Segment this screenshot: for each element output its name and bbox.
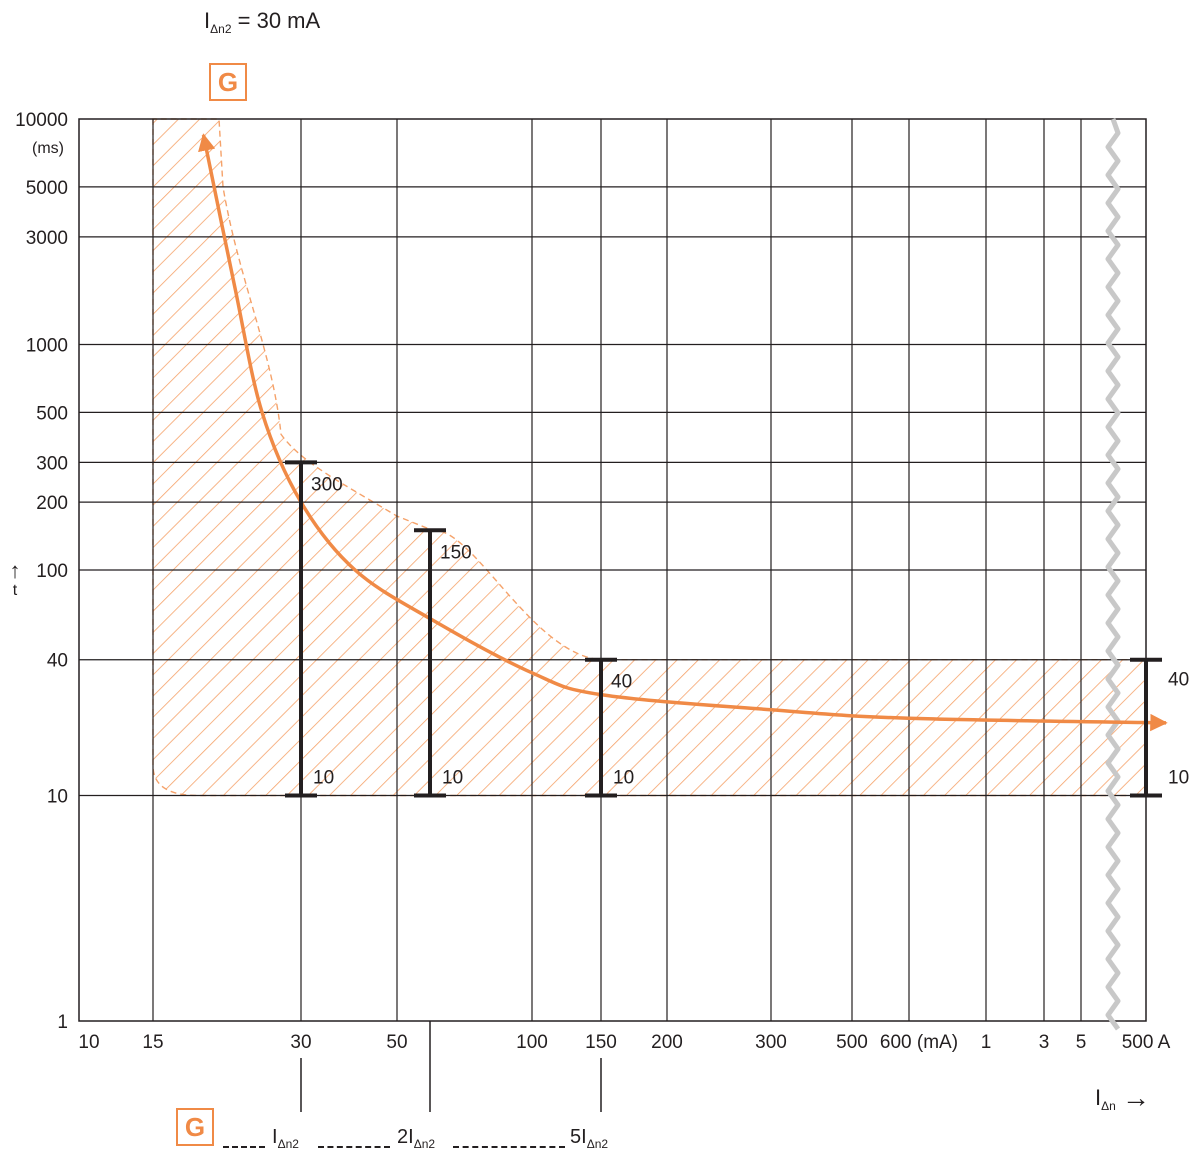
x-tick-label: 500 [836, 1032, 868, 1053]
y-tick-label: 100 [36, 561, 68, 582]
x-tick-label: 200 [651, 1032, 683, 1053]
y-tick-label: 1000 [26, 336, 68, 357]
x-tick-label: 150 [585, 1032, 617, 1053]
y-tick-label: 1 [57, 1012, 68, 1033]
y-tick-label: 3000 [26, 228, 68, 249]
characteristic-curve-layer [198, 133, 1168, 732]
limit-max-label: 40 [1168, 670, 1189, 691]
x-tick-label: 15 [142, 1032, 163, 1053]
limit-min-label: 10 [313, 768, 334, 789]
y-tick-label: 5000 [26, 178, 68, 199]
limit-max-label: 150 [440, 542, 472, 563]
x-axis-arrow-icon: → [1121, 1082, 1150, 1113]
x-tick-label: 100 [516, 1032, 548, 1053]
g-badge-top: G [209, 63, 247, 101]
tripping-limit-bars: 300 10 150 10 40 10 40 10 [285, 460, 1189, 798]
grid [78, 118, 1147, 1022]
y-tick-label: 10 [47, 787, 68, 808]
limit-min-label: 10 [613, 768, 634, 789]
g-badge-legend: G [176, 1108, 214, 1146]
legend-label-1: IΔn2 [272, 1126, 299, 1151]
x-axis-title: IΔn → [1095, 1082, 1150, 1113]
multiple-guides [300, 1021, 602, 1112]
limit-max-label: 300 [311, 474, 343, 495]
x-tick-label: 600 (mA) [880, 1032, 958, 1053]
legend-dash-3 [453, 1146, 565, 1148]
rated-current-title: IΔn2 = 30 mA [204, 8, 321, 36]
y-tick-label: 200 [36, 493, 68, 514]
limit-min-label: 10 [442, 768, 463, 789]
y-tick-label: 300 [36, 453, 68, 474]
legend-dash-2 [318, 1146, 390, 1148]
y-tick-label: 40 [47, 651, 68, 672]
x-tick-label: 10 [78, 1032, 99, 1053]
limit-min-label: 10 [1168, 768, 1189, 789]
y-unit-label: (ms) [32, 140, 64, 157]
characteristic-curve [198, 133, 1168, 732]
axis-break [1105, 118, 1121, 1031]
legend-dash-1 [223, 1146, 265, 1148]
y-tick-label: 500 [36, 403, 68, 424]
y-axis-arrow-icon: ↑ [9, 558, 21, 583]
y-axis-title: ↑ t [0, 560, 30, 600]
x-tick-label: 3 [1039, 1032, 1050, 1053]
x-tick-label: 50 [386, 1032, 407, 1053]
x-tick-label: 30 [290, 1032, 311, 1053]
axis-break-zigzag [1105, 118, 1121, 1031]
x-tick-label: 5 [1076, 1032, 1087, 1053]
x-tick-label: 500 A [1122, 1032, 1171, 1053]
x-tick-label: 1 [981, 1032, 992, 1053]
x-tick-label: 300 [755, 1032, 787, 1053]
y-tick-label: 10000 [15, 110, 68, 131]
legend-label-3: 5IΔn2 [570, 1126, 609, 1151]
limit-max-label: 40 [611, 672, 632, 693]
legend-label-2: 2IΔn2 [397, 1126, 436, 1151]
